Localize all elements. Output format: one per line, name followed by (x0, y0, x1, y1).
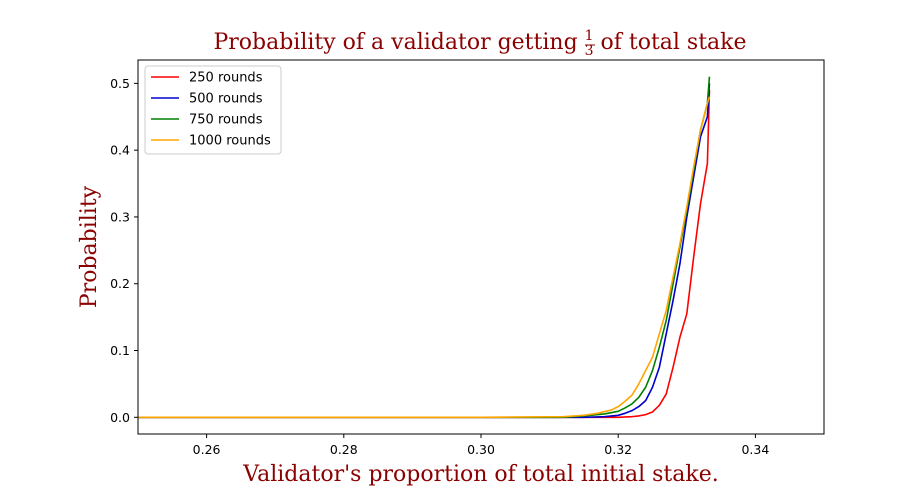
y-tick-label: 0.4 (110, 143, 130, 158)
x-tick-label: 0.34 (741, 442, 769, 457)
x-tick-label: 0.28 (330, 442, 358, 457)
y-tick-label: 0.2 (110, 276, 130, 291)
y-tick-label: 0.5 (110, 76, 130, 91)
title-fraction-numerator: 1 (585, 28, 594, 44)
plot-area (138, 76, 711, 419)
x-tick-label: 0.30 (467, 442, 495, 457)
y-tick-label: 0.1 (110, 343, 130, 358)
legend: 250 rounds 500 rounds 750 rounds 1000 round… (144, 65, 282, 155)
x-tick-label: 0.26 (193, 442, 221, 457)
legend-label-3: 1000 rounds (189, 134, 271, 149)
title-fraction-denominator: 3 (585, 43, 594, 59)
y-tick-label: 0.3 (110, 209, 130, 224)
x-tick-label: 0.32 (604, 442, 632, 457)
legend-box (144, 65, 282, 155)
series-line-3 (138, 96, 711, 419)
legend-label-2: 750 rounds (189, 113, 263, 128)
y-tick-label: 0.0 (110, 410, 130, 425)
legend-label-0: 250 rounds (189, 71, 263, 86)
x-axis-title: Validator's proportion of total initial … (242, 462, 718, 487)
y-axis-title: Probability (77, 185, 102, 308)
axes: 0.26 0.28 0.30 0.32 0.34 0.0 0.1 0.2 0.3 0.4 0.5 (110, 76, 769, 457)
series-line-1 (138, 83, 711, 419)
legend-label-1: 500 rounds (189, 92, 263, 107)
